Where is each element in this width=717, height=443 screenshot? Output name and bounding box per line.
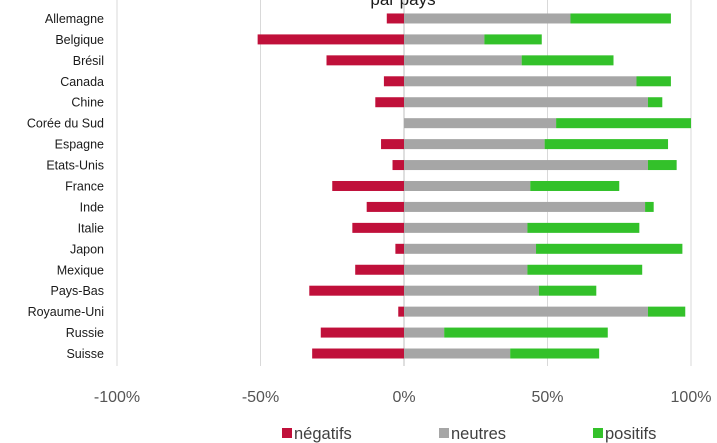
bar-negatifs: [312, 348, 404, 359]
bar-negatifs: [392, 160, 404, 171]
bar-neutres: [404, 264, 528, 275]
bar-positifs: [530, 180, 620, 191]
bar-neutres: [404, 285, 539, 296]
x-tick-label: -100%: [94, 389, 140, 406]
bar-positifs: [527, 264, 643, 275]
bar-positifs: [527, 222, 640, 233]
bar-positifs: [484, 34, 542, 45]
category-labels: Allemagne Belgique Brésil Canada Chine Corée …: [27, 12, 104, 361]
bar-negatifs: [309, 285, 404, 296]
category-label: Royaume-Uni: [28, 305, 104, 319]
category-label: Pays-Bas: [51, 284, 105, 298]
bar-neutres: [404, 13, 571, 24]
category-label: Inde: [80, 200, 104, 214]
x-tick-label: 50%: [531, 389, 563, 406]
legend-swatch: [282, 428, 292, 438]
bar-positifs: [538, 285, 597, 296]
bar-negatifs: [332, 180, 404, 191]
bar-positifs: [444, 327, 608, 338]
bar-neutres: [404, 327, 445, 338]
bar-positifs: [647, 97, 663, 108]
bar-negatifs: [383, 76, 404, 87]
legend-label: positifs: [605, 425, 656, 443]
bar-negatifs: [366, 201, 404, 212]
bar-positifs: [521, 55, 614, 66]
bar-neutres: [404, 76, 637, 87]
legend-swatch: [439, 428, 449, 438]
bars: [257, 13, 691, 359]
bar-neutres: [404, 306, 648, 317]
bar-negatifs: [320, 327, 404, 338]
bar-neutres: [404, 34, 485, 45]
bar-negatifs: [326, 55, 404, 66]
legend-swatch: [593, 428, 603, 438]
bar-negatifs: [352, 222, 404, 233]
bar-positifs: [510, 348, 600, 359]
bar-negatifs: [355, 264, 404, 275]
category-label: Italie: [78, 221, 104, 235]
x-tick-label: 0%: [392, 389, 415, 406]
bar-negatifs: [398, 306, 404, 317]
bar-neutres: [404, 348, 511, 359]
category-label: Belgique: [55, 33, 104, 47]
x-tick-label: -50%: [242, 389, 279, 406]
category-label: Brésil: [73, 54, 104, 68]
bar-neutres: [404, 222, 528, 233]
category-label: Allemagne: [45, 12, 104, 26]
chart-title: par pays: [370, 0, 435, 9]
bar-positifs: [536, 243, 683, 254]
bar-positifs: [645, 201, 654, 212]
bar-negatifs: [381, 139, 404, 150]
category-label: Russie: [66, 326, 104, 340]
bar-neutres: [404, 139, 545, 150]
bar-negatifs: [375, 97, 404, 108]
category-label: Corée du Sud: [27, 117, 104, 131]
bar-positifs: [647, 306, 686, 317]
bar-negatifs: [395, 243, 404, 254]
bar-positifs: [647, 160, 677, 171]
x-tick-label: 100%: [671, 389, 712, 406]
bar-neutres: [404, 55, 522, 66]
category-label: Espagne: [55, 138, 104, 152]
bar-neutres: [404, 201, 646, 212]
bar-neutres: [404, 243, 537, 254]
category-label: Japon: [70, 242, 104, 256]
legend: négatifs neutres positifs: [282, 425, 656, 443]
x-tick-labels: -100% -50% 0% 50% 100%: [94, 389, 712, 406]
category-label: Suisse: [66, 347, 104, 361]
category-label: Canada: [60, 75, 104, 89]
category-label: Mexique: [57, 263, 104, 277]
bar-positifs: [556, 118, 691, 129]
bar-neutres: [404, 160, 648, 171]
category-label: Chine: [71, 96, 104, 110]
bar-neutres: [404, 97, 648, 108]
bar-negatifs: [386, 13, 404, 24]
bar-negatifs: [257, 34, 404, 45]
category-label: France: [65, 179, 104, 193]
bar-neutres: [404, 180, 531, 191]
category-label: Etats-Unis: [46, 159, 104, 173]
bar-positifs: [570, 13, 671, 24]
bar-positifs: [544, 139, 669, 150]
bar-neutres: [404, 118, 557, 129]
legend-label: neutres: [451, 425, 506, 443]
legend-label: négatifs: [294, 425, 352, 443]
bar-positifs: [636, 76, 671, 87]
